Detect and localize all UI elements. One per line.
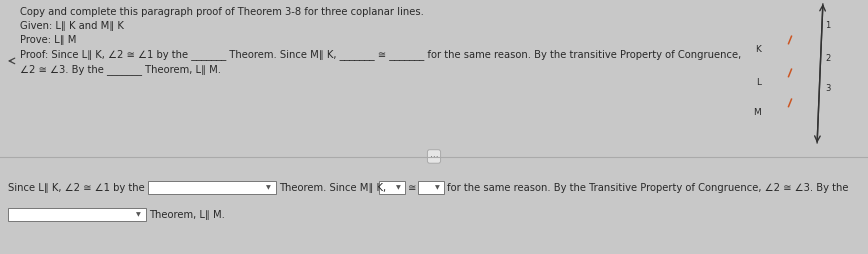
Text: ≅: ≅: [408, 183, 417, 193]
Text: 3: 3: [825, 84, 831, 93]
Text: for the same reason. By the Transitive Property of Congruence, ∠2 ≅ ∠3. By the: for the same reason. By the Transitive P…: [447, 183, 849, 193]
Text: Since L∥ K, ∠2 ≅ ∠1 by the: Since L∥ K, ∠2 ≅ ∠1 by the: [8, 183, 145, 193]
Text: ▼: ▼: [435, 185, 439, 190]
Text: Proof: Since L∥ K, ∠2 ≅ ∠1 by the _______ Theorem. Since M∥ K, _______ ≅ _______: Proof: Since L∥ K, ∠2 ≅ ∠1 by the ______…: [20, 49, 741, 60]
Text: Theorem. Since M∥ K,: Theorem. Since M∥ K,: [279, 183, 386, 193]
Text: ▼: ▼: [266, 185, 270, 190]
Text: 1: 1: [825, 21, 831, 30]
Bar: [8, 208, 146, 221]
Text: Theorem, L∥ M.: Theorem, L∥ M.: [149, 209, 225, 219]
Bar: [379, 181, 405, 194]
Bar: [148, 181, 276, 194]
Text: Copy and complete this paragraph proof of Theorem 3-8 for three coplanar lines.: Copy and complete this paragraph proof o…: [20, 7, 424, 17]
Text: ∠2 ≅ ∠3. By the _______ Theorem, L∥ M.: ∠2 ≅ ∠3. By the _______ Theorem, L∥ M.: [20, 64, 221, 74]
Text: M: M: [753, 108, 761, 117]
Bar: [418, 181, 444, 194]
Text: ▼: ▼: [396, 185, 400, 190]
Text: Given: L∥ K and M∥ K: Given: L∥ K and M∥ K: [20, 21, 124, 31]
Text: ▼: ▼: [135, 212, 141, 217]
Text: ···: ···: [430, 152, 438, 161]
Text: 2: 2: [825, 54, 831, 63]
Text: L: L: [756, 78, 761, 87]
Text: K: K: [755, 45, 761, 54]
Text: Prove: L∥ M: Prove: L∥ M: [20, 35, 76, 45]
